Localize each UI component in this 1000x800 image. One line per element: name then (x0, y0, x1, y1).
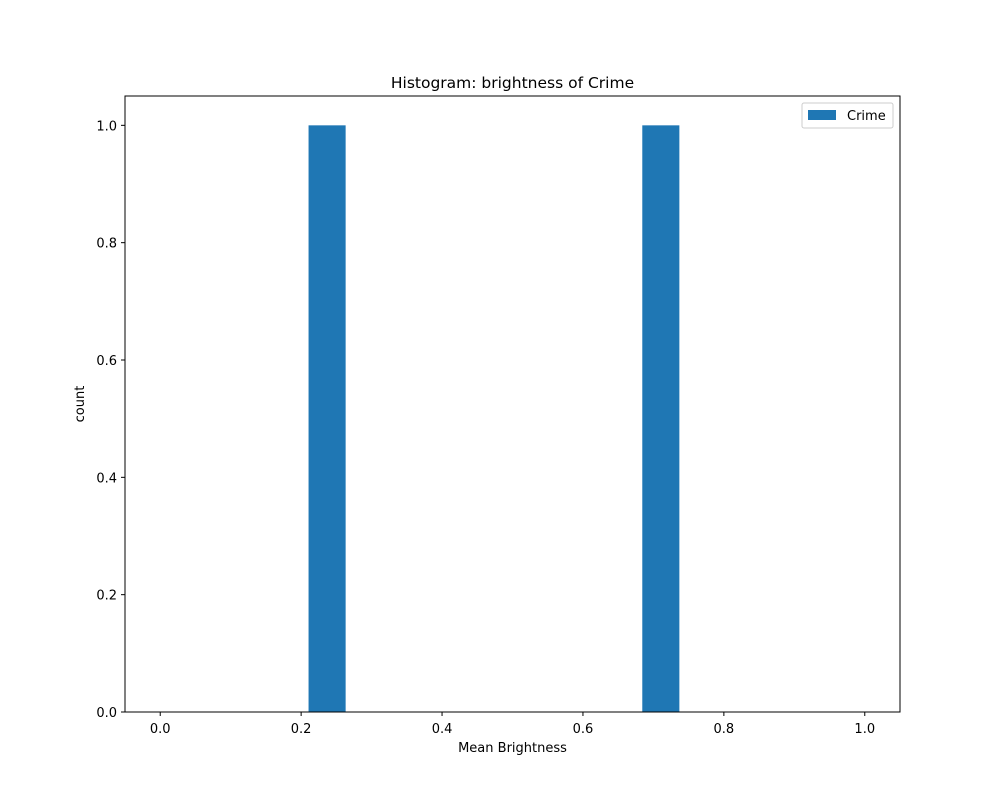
x-axis-label: Mean Brightness (458, 741, 567, 756)
y-tick-label: 0.6 (96, 354, 117, 369)
axes-frame (124, 95, 901, 713)
y-axis-label: count (73, 386, 88, 423)
x-tick-label: 0.4 (432, 722, 453, 737)
chart-title: Histogram: brightness of Crime (391, 74, 634, 92)
y-tick-label: 0.8 (96, 237, 117, 252)
legend: Crime (801, 102, 894, 129)
bars (308, 125, 680, 713)
x-tick-label: 0.2 (291, 722, 312, 737)
legend-swatch-crime (808, 110, 836, 120)
y-axis-ticks: 0.0 0.2 0.4 0.6 0.8 1.0 (96, 119, 125, 721)
x-axis-ticks: 0.0 0.2 0.4 0.6 0.8 1.0 (150, 712, 875, 737)
histogram-bar-4 (308, 125, 346, 713)
y-tick-label: 0.2 (96, 589, 117, 604)
legend-box (801, 102, 894, 129)
y-tick-label: 0.0 (96, 706, 117, 721)
x-tick-label: 1.0 (854, 722, 875, 737)
histogram-bar-13 (642, 125, 680, 713)
x-tick-label: 0.6 (573, 722, 594, 737)
x-tick-label: 0.0 (150, 722, 171, 737)
x-tick-label: 0.8 (714, 722, 735, 737)
legend-label-crime: Crime (847, 109, 886, 124)
y-tick-label: 0.4 (96, 471, 117, 486)
y-tick-label: 1.0 (96, 119, 117, 134)
